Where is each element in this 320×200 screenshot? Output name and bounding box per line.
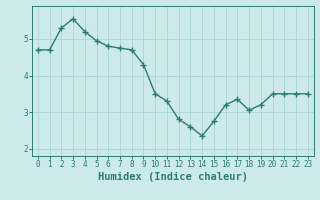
- X-axis label: Humidex (Indice chaleur): Humidex (Indice chaleur): [98, 172, 248, 182]
